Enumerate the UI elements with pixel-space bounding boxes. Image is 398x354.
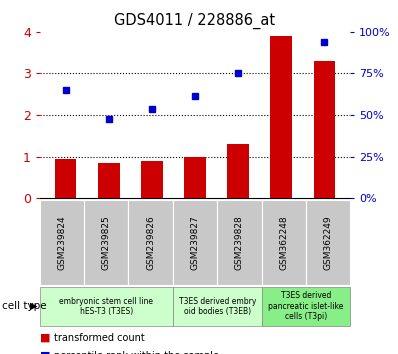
Text: GSM239828: GSM239828 bbox=[235, 215, 244, 270]
Text: GSM239826: GSM239826 bbox=[146, 215, 155, 270]
Text: GSM239825: GSM239825 bbox=[102, 215, 111, 270]
Bar bbox=[55, 159, 76, 198]
Text: GSM362249: GSM362249 bbox=[324, 215, 333, 270]
Text: T3ES derived
pancreatic islet-like
cells (T3pi): T3ES derived pancreatic islet-like cells… bbox=[268, 291, 343, 321]
Text: percentile rank within the sample: percentile rank within the sample bbox=[54, 351, 219, 354]
Text: GSM239827: GSM239827 bbox=[191, 215, 199, 270]
Text: ▶: ▶ bbox=[30, 301, 37, 311]
Text: embryonic stem cell line
hES-T3 (T3ES): embryonic stem cell line hES-T3 (T3ES) bbox=[59, 297, 153, 316]
Text: GSM239824: GSM239824 bbox=[57, 215, 66, 270]
Bar bbox=[98, 163, 119, 198]
Bar bbox=[271, 36, 292, 198]
Bar bbox=[314, 61, 335, 198]
Text: ■: ■ bbox=[40, 351, 50, 354]
Text: T3ES derived embry
oid bodies (T3EB): T3ES derived embry oid bodies (T3EB) bbox=[179, 297, 256, 316]
Text: transformed count: transformed count bbox=[54, 333, 144, 343]
Bar bbox=[227, 144, 249, 198]
Bar bbox=[141, 161, 163, 198]
Text: GSM362248: GSM362248 bbox=[279, 215, 288, 270]
Text: ■: ■ bbox=[40, 333, 50, 343]
Bar bbox=[184, 156, 206, 198]
Title: GDS4011 / 228886_at: GDS4011 / 228886_at bbox=[115, 13, 275, 29]
Text: cell type: cell type bbox=[2, 301, 47, 311]
